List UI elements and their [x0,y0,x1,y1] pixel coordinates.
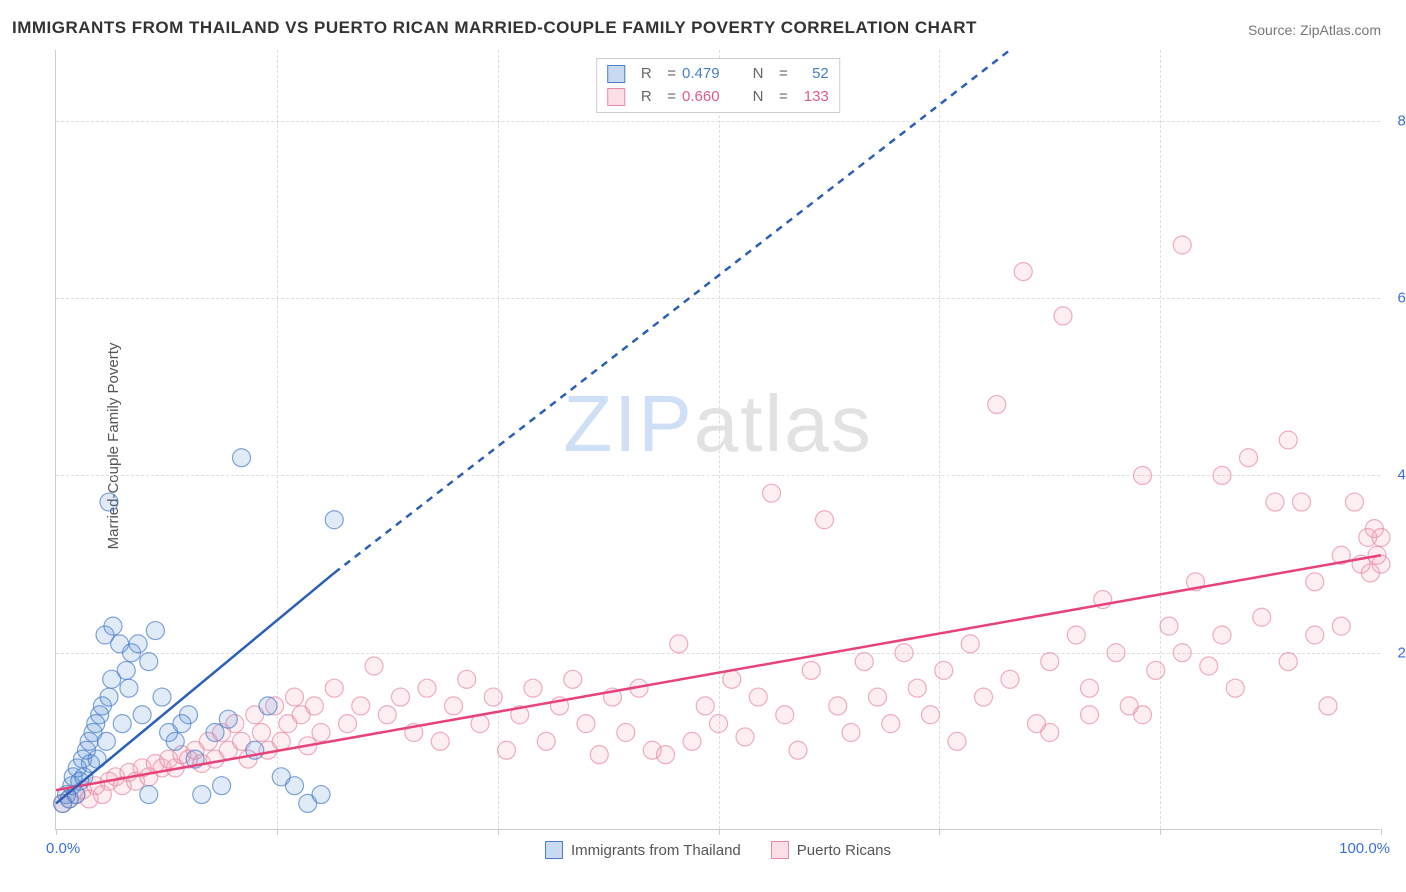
equals-sign: = [667,86,676,109]
ytick-label: 80.0% [1385,112,1406,129]
swatch-puertorican [607,88,625,106]
legend-label-thailand: Immigrants from Thailand [571,842,741,859]
stat-n-thailand: 52 [794,63,829,86]
stat-label-r: R [631,63,661,86]
xtick-label: 100.0% [1339,840,1390,857]
equals-sign: = [779,86,788,109]
stat-r-puertorican: 0.660 [682,86,737,109]
bottom-legend: Immigrants from Thailand Puerto Ricans [545,841,891,859]
ytick-label: 40.0% [1385,467,1406,484]
legend-swatch-thailand [545,841,563,859]
scatter-svg [56,50,1380,829]
source-attribution: Source: ZipAtlas.com [1248,22,1381,38]
legend-item-thailand: Immigrants from Thailand [545,841,741,859]
stat-label-n: N [743,63,773,86]
ytick-label: 20.0% [1385,644,1406,661]
stat-label-n: N [743,86,773,109]
legend-swatch-puertorican [771,841,789,859]
swatch-thailand [607,65,625,83]
ytick-label: 60.0% [1385,290,1406,307]
chart-plot-area: ZIPatlas 20.0%40.0%60.0%80.0%0.0%100.0% … [55,50,1380,830]
stat-r-thailand: 0.479 [682,63,737,86]
stats-row-thailand: R = 0.479 N = 52 [607,63,829,86]
equals-sign: = [779,63,788,86]
stat-label-r: R [631,86,661,109]
legend-label-puertorican: Puerto Ricans [797,842,891,859]
correlation-stats-box: R = 0.479 N = 52 R = 0.660 N = 133 [596,58,840,113]
chart-title: IMMIGRANTS FROM THAILAND VS PUERTO RICAN… [12,18,977,38]
legend-item-puertorican: Puerto Ricans [771,841,891,859]
equals-sign: = [667,63,676,86]
stat-n-puertorican: 133 [794,86,829,109]
stats-row-puertorican: R = 0.660 N = 133 [607,86,829,109]
xtick-label: 0.0% [46,840,80,857]
